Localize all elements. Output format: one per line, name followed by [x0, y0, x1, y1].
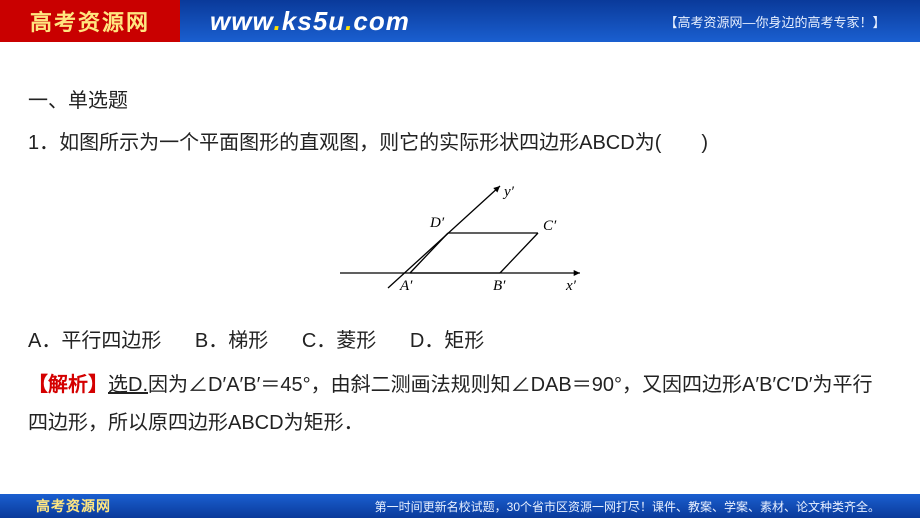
option-b: B．梯形 [195, 322, 268, 360]
svg-text:y′: y′ [502, 184, 515, 200]
explanation: 【解析】选D.因为∠D′A′B′＝45°，由斜二测画法规则知∠DAB＝90°，又… [28, 366, 892, 442]
question-text: 1．如图所示为一个平面图形的直观图，则它的实际形状四边形ABCD为( ) [28, 124, 892, 162]
slide-content: 一、单选题 1．如图所示为一个平面图形的直观图，则它的实际形状四边形ABCD为(… [0, 42, 920, 452]
diagram-container: A′ B′ C′ D′ x′ y′ [28, 178, 892, 298]
tagline: 【高考资源网—你身边的高考专家！】 [630, 0, 920, 42]
footer-text: 第一时间更新名校试题，30个省市区资源一网打尽！课件、教案、学案、素材、论文种类… [375, 498, 880, 515]
question-number: 1． [28, 132, 59, 154]
question-body: 如图所示为一个平面图形的直观图，则它的实际形状四边形ABCD为( ) [59, 132, 708, 154]
option-a: A．平行四边形 [28, 322, 161, 360]
section-title: 一、单选题 [28, 82, 892, 120]
footer-bar: 高考资源网 第一时间更新名校试题，30个省市区资源一网打尽！课件、教案、学案、素… [0, 494, 920, 518]
geometry-diagram: A′ B′ C′ D′ x′ y′ [330, 178, 590, 298]
svg-text:D′: D′ [429, 215, 445, 231]
header-bar: 高考资源网 www.ks5u.com 【高考资源网—你身边的高考专家！】 [0, 0, 920, 42]
explanation-body: 因为∠D′A′B′＝45°，由斜二测画法规则知∠DAB＝90°，又因四边形A′B… [28, 374, 873, 434]
site-url: www.ks5u.com [180, 0, 630, 42]
option-c: C．菱形 [302, 322, 376, 360]
options-row: A．平行四边形 B．梯形 C．菱形 D．矩形 [28, 322, 892, 360]
svg-text:A′: A′ [399, 278, 413, 294]
svg-text:B′: B′ [493, 278, 506, 294]
svg-text:C′: C′ [543, 218, 557, 234]
svg-text:x′: x′ [565, 278, 577, 294]
explanation-prefix: 选D. [108, 374, 148, 396]
site-logo: 高考资源网 [0, 0, 180, 42]
explanation-label: 【解析】 [28, 374, 108, 396]
option-d: D．矩形 [410, 322, 484, 360]
footer-logo: 高考资源网 [36, 496, 111, 516]
